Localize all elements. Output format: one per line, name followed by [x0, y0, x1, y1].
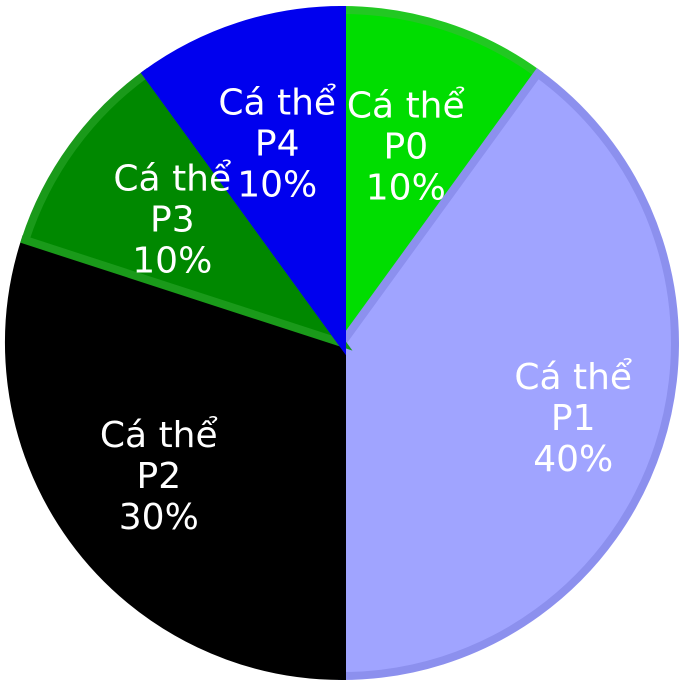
slice-label-name-line2: P4	[255, 124, 300, 165]
slice-label-p1: Cá thể P1 40%	[514, 357, 632, 480]
slice-label-percent-label: 30%	[119, 497, 199, 538]
slice-label-name-line1: Cá thể	[514, 357, 632, 398]
slice-label-p4: Cá thể P4 10%	[218, 83, 336, 206]
slice-label-percent-label: 10%	[132, 241, 212, 282]
pie-slice-p3	[20, 68, 353, 351]
pie-slice-p2	[5, 235, 346, 681]
pie-slice-p4	[140, 5, 346, 356]
slice-label-p0: Cá thể P0 10%	[347, 86, 465, 209]
slice-label-percent-label: 40%	[533, 439, 613, 480]
pie-slice-p1	[338, 68, 679, 681]
pie-labels: Cá thể P0 10%Cá thể P1 40%Cá thể P2 30%Cá thể P…	[100, 83, 632, 539]
slice-label-name-line1: Cá thể	[347, 86, 465, 127]
slice-label-name-line2: P1	[551, 398, 596, 439]
slice-label-p3: Cá thể P3 10%	[113, 159, 231, 282]
slice-label-name-line2: P3	[150, 200, 195, 241]
slice-label-name-line2: P2	[136, 456, 181, 497]
slice-label-percent-label: 10%	[237, 165, 317, 206]
slice-label-name-line2: P0	[383, 127, 428, 168]
pie-slices	[5, 5, 679, 681]
slice-label-name-line1: Cá thể	[113, 159, 231, 200]
slice-label-percent-label: 10%	[366, 168, 446, 209]
slice-label-p2: Cá thể P2 30%	[100, 415, 218, 538]
slice-label-name-line1: Cá thể	[100, 415, 218, 456]
slice-label-name-line1: Cá thể	[218, 83, 336, 124]
pie-slice-p0	[338, 5, 544, 356]
